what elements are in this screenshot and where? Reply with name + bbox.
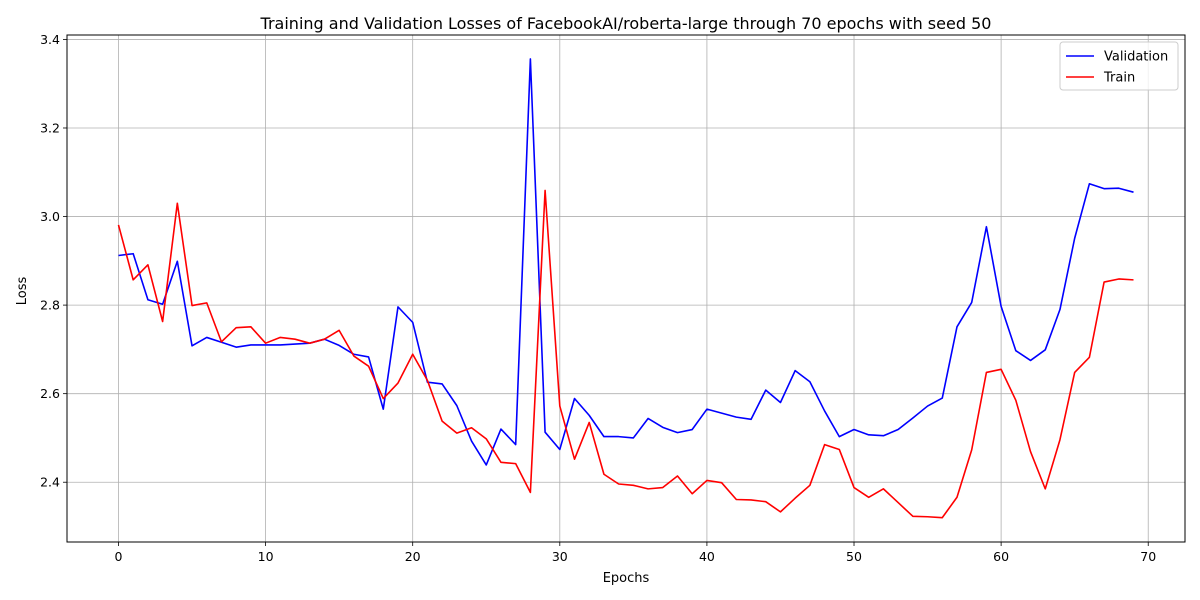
x-axis-label: Epochs xyxy=(603,571,650,586)
x-tick-label: 30 xyxy=(552,549,568,564)
x-tick-label: 70 xyxy=(1140,549,1156,564)
y-tick-label: 2.4 xyxy=(40,475,60,490)
y-tick-label: 3.4 xyxy=(40,32,60,47)
y-tick-label: 3.2 xyxy=(40,120,60,135)
x-tick-label: 40 xyxy=(699,549,715,564)
legend-label-validation: Validation xyxy=(1104,50,1168,65)
y-tick-label: 3.0 xyxy=(40,209,60,224)
legend-box xyxy=(1059,41,1179,91)
x-tick-label: 10 xyxy=(258,549,274,564)
y-axis-ticks: 2.4 2.6 2.8 3.0 3.2 3.4 xyxy=(40,32,67,490)
grid-lines xyxy=(67,35,1185,542)
x-tick-label: 60 xyxy=(993,549,1009,564)
x-axis-ticks: 0 10 20 30 40 50 60 70 xyxy=(115,542,1156,564)
x-tick-label: 0 xyxy=(115,549,123,564)
y-tick-label: 2.8 xyxy=(40,298,60,313)
legend-label-train: Train xyxy=(1103,71,1135,86)
x-tick-label: 50 xyxy=(846,549,862,564)
legend: Validation Train xyxy=(1059,41,1179,91)
series-line-validation xyxy=(118,58,1134,466)
series-line-train xyxy=(117,189,1134,519)
chart-title: Training and Validation Losses of Facebo… xyxy=(260,14,992,33)
y-axis-label: Loss xyxy=(15,277,30,306)
y-tick-label: 2.6 xyxy=(40,386,60,401)
series-layer xyxy=(117,58,1134,519)
x-tick-label: 20 xyxy=(405,549,421,564)
plot-frame xyxy=(66,34,1186,543)
